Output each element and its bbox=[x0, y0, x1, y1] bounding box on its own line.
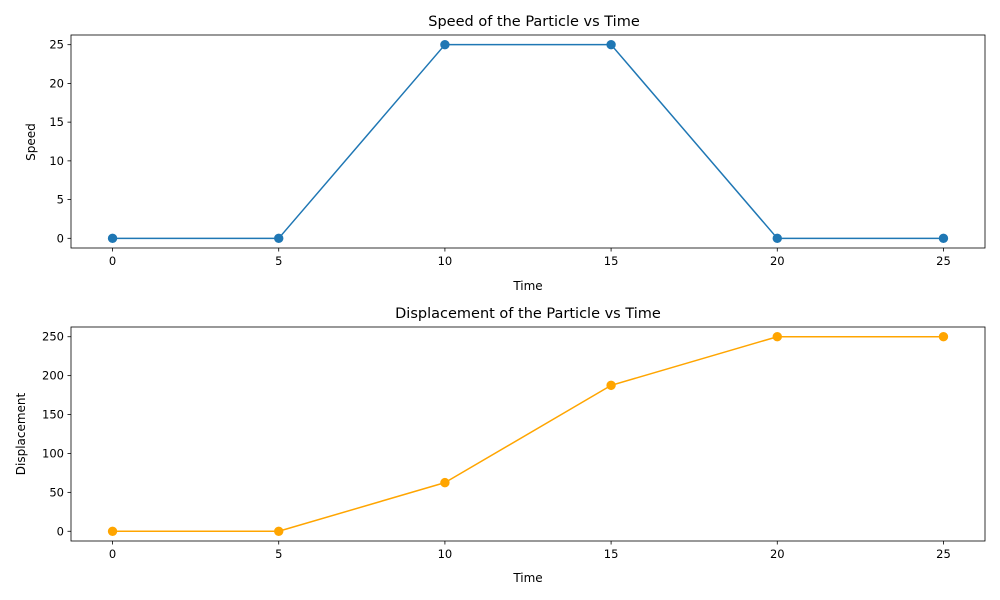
x-axis-label: Time bbox=[512, 571, 542, 585]
y-tick-label: 0 bbox=[57, 231, 64, 245]
chart-title: Displacement of the Particle vs Time bbox=[395, 306, 661, 322]
data-point bbox=[938, 332, 949, 342]
data-point bbox=[107, 526, 118, 536]
axes-frame bbox=[70, 34, 986, 249]
x-tick-label: 20 bbox=[770, 547, 785, 561]
x-axis-label: Time bbox=[512, 279, 542, 293]
y-tick-label: 200 bbox=[42, 369, 64, 383]
axes-frame bbox=[70, 326, 986, 542]
x-tick-label: 10 bbox=[438, 254, 453, 268]
y-tick-label: 10 bbox=[49, 154, 64, 168]
data-point bbox=[606, 380, 616, 391]
series-line bbox=[112, 43, 944, 240]
data-point bbox=[938, 233, 949, 244]
y-axis-label: Displacement bbox=[14, 392, 28, 475]
y-tick-label: 0 bbox=[57, 524, 64, 538]
displacement-chart: Displacement of the Particle vs Time Tim… bbox=[14, 306, 986, 585]
x-tick-label: 25 bbox=[936, 547, 951, 561]
y-tick-label: 20 bbox=[49, 76, 64, 90]
y-tick-label: 15 bbox=[49, 115, 64, 129]
y-tick-label: 50 bbox=[49, 485, 64, 499]
data-point bbox=[274, 526, 284, 536]
speed-chart: Speed of the Particle vs Time Time Speed… bbox=[24, 14, 986, 293]
x-tick-label: 20 bbox=[770, 254, 785, 268]
y-tick-label: 100 bbox=[42, 446, 64, 460]
data-point bbox=[274, 233, 284, 244]
data-point bbox=[440, 477, 450, 488]
x-tick-label: 0 bbox=[109, 547, 116, 561]
data-point bbox=[772, 233, 782, 244]
y-axis-label: Speed bbox=[24, 123, 38, 161]
x-tick-label: 0 bbox=[109, 254, 116, 268]
series-line bbox=[112, 335, 944, 533]
y-tick-label: 5 bbox=[57, 193, 64, 207]
data-point bbox=[107, 233, 118, 244]
y-tick-label: 250 bbox=[42, 330, 64, 344]
y-tick-label: 25 bbox=[49, 38, 64, 52]
x-tick-label: 15 bbox=[604, 254, 619, 268]
plot-area: 0 5 10 15 20 25 0 5 10 15 20 25 bbox=[49, 38, 950, 268]
x-tick-label: 15 bbox=[604, 547, 619, 561]
x-tick-label: 10 bbox=[438, 547, 453, 561]
x-tick-label: 25 bbox=[936, 254, 951, 268]
y-tick-label: 150 bbox=[42, 408, 64, 422]
x-tick-label: 5 bbox=[275, 254, 282, 268]
data-point bbox=[772, 332, 782, 342]
data-point bbox=[606, 39, 616, 50]
x-tick-label: 5 bbox=[275, 547, 282, 561]
chart-title: Speed of the Particle vs Time bbox=[428, 14, 640, 30]
data-point bbox=[440, 39, 450, 50]
